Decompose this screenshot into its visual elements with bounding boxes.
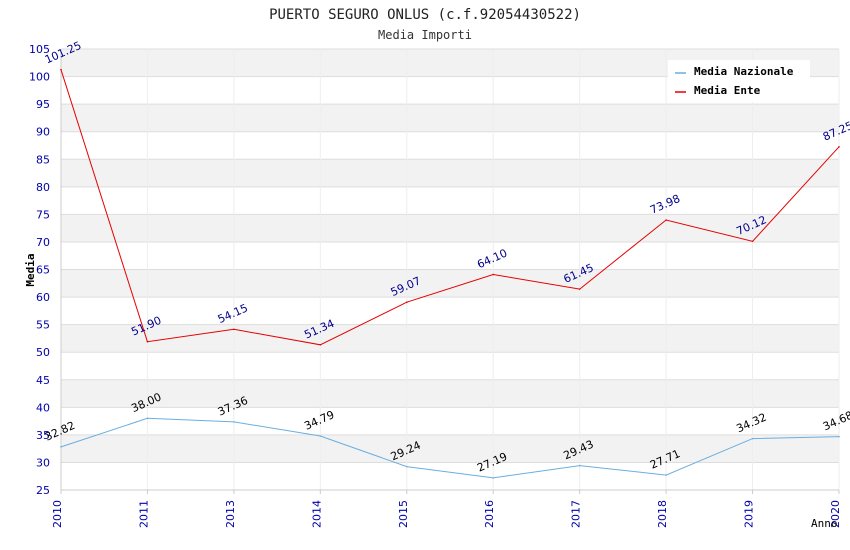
data-label: 34.32: [734, 411, 768, 436]
y-tick-label: 85: [36, 153, 50, 166]
plot-band: [61, 269, 839, 298]
y-tick-label: 45: [36, 374, 50, 387]
series-lines: [60, 68, 840, 479]
data-point: [405, 301, 408, 303]
data-point: [578, 464, 581, 467]
data-label: 54.15: [216, 301, 250, 326]
plot-band: [61, 434, 839, 463]
chart-subtitle: Media Importi: [378, 28, 472, 42]
y-tick-label: 95: [36, 98, 50, 111]
x-tick-label: 2013: [224, 500, 237, 528]
legend-label-media-nazionale: Media Nazionale: [694, 65, 794, 78]
plot-band: [61, 214, 839, 242]
data-point: [319, 435, 322, 437]
y-tick-label: 55: [36, 319, 50, 332]
x-tick-label: 2016: [483, 500, 496, 528]
plot-band: [61, 379, 839, 408]
data-point: [751, 437, 754, 440]
y-axis-ticks: 25 30 35 40 45 50 55 60 65 70 75 80 85 90 95 100 105: [29, 43, 50, 497]
data-point: [665, 474, 667, 476]
plot-band: [61, 104, 839, 132]
data-point: [146, 340, 149, 343]
x-tick-label: 2015: [397, 500, 410, 528]
y-tick-label: 70: [36, 236, 50, 249]
data-point: [492, 477, 495, 479]
x-axis-ticks: 2010 2011 2013 2014 2015 2016 2017 2018 2019 2020: [51, 490, 842, 528]
x-tick-label: 2014: [310, 500, 323, 528]
x-tick-label: 2019: [743, 500, 756, 528]
series-line-media-nazionale: [60, 417, 840, 479]
x-tick-label: 2017: [570, 500, 583, 528]
data-point: [578, 288, 581, 290]
data-point: [146, 417, 149, 420]
x-tick-label: 2018: [656, 500, 669, 528]
series-line-media-ente: [60, 69, 840, 346]
legend-label-media-ente: Media Ente: [694, 84, 761, 97]
y-tick-label: 80: [36, 181, 50, 194]
chart-title: PUERTO SEGURO ONLUS (c.f.92054430522): [269, 7, 581, 23]
data-point: [319, 344, 322, 346]
axes: [60, 49, 839, 491]
data-label: 34.68: [821, 409, 850, 434]
y-tick-label: 90: [36, 126, 50, 139]
data-label: 64.10: [475, 247, 509, 272]
data-point: [405, 465, 408, 468]
data-point: [751, 240, 754, 243]
y-tick-label: 100: [29, 71, 50, 84]
legend-box: [668, 60, 810, 102]
data-point: [233, 421, 235, 423]
data-point: [838, 435, 840, 438]
data-label: 34.79: [302, 408, 336, 433]
x-tick-label: 2010: [51, 500, 64, 528]
y-tick-label: 35: [36, 429, 50, 442]
x-axis-title: Anno: [811, 517, 838, 530]
data-point: [665, 219, 667, 221]
x-tick-label: 2011: [137, 500, 150, 528]
plot-band: [61, 324, 839, 353]
data-point: [60, 446, 62, 448]
x-tick-label: 2020: [829, 500, 842, 528]
y-tick-label: 105: [29, 43, 50, 56]
y-axis-title: Media: [24, 253, 37, 286]
plot-band: [61, 159, 839, 187]
y-tick-label: 30: [36, 456, 50, 469]
y-tick-label: 75: [36, 208, 50, 221]
y-tick-label: 60: [36, 291, 50, 304]
data-point: [233, 328, 235, 331]
data-point: [60, 68, 62, 71]
y-tick-label: 40: [36, 401, 50, 414]
data-label: 73.98: [648, 192, 682, 217]
y-tick-label: 25: [36, 484, 50, 497]
plot-background: [61, 49, 839, 463]
y-tick-label: 50: [36, 346, 50, 359]
grid-lines: [60, 48, 840, 491]
legend: Media Nazionale Media Ente: [668, 60, 810, 102]
data-point: [492, 273, 495, 276]
data-point: [838, 146, 840, 148]
y-tick-label: 65: [36, 264, 50, 277]
